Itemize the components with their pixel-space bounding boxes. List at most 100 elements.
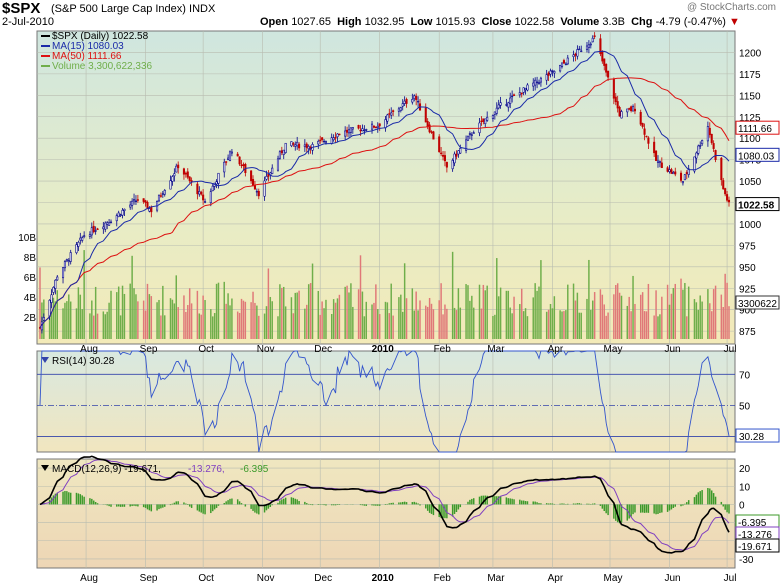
ma15-last-value-box xyxy=(735,147,780,162)
volume-bar xyxy=(306,304,308,339)
volume-bar xyxy=(231,298,233,339)
price-candle xyxy=(599,38,602,55)
volume-bar xyxy=(451,251,454,339)
price-candle xyxy=(42,317,45,321)
price-candle xyxy=(142,198,145,202)
macd-histogram-bar xyxy=(110,504,112,507)
macd-histogram-bar xyxy=(413,501,415,505)
price-candle xyxy=(693,156,696,172)
ma15-line xyxy=(39,50,730,329)
price-candle xyxy=(77,241,80,247)
price-candle xyxy=(81,237,84,241)
price-candle xyxy=(620,111,623,119)
price-candle xyxy=(397,108,400,112)
volume-bar xyxy=(66,301,68,339)
y-tick-label: 875 xyxy=(739,327,756,338)
price-candle xyxy=(196,183,199,195)
macd-histogram-bar xyxy=(415,502,417,505)
volume-bar xyxy=(405,298,408,339)
price-candle xyxy=(537,82,541,84)
price-candle xyxy=(432,131,435,140)
macd-histogram-bar xyxy=(311,504,314,506)
volume-bar xyxy=(378,314,381,339)
volume-bar xyxy=(373,302,375,339)
price-candle xyxy=(225,161,228,163)
price-candle xyxy=(526,84,529,91)
macd-histogram-bar xyxy=(576,503,579,505)
macd-histogram-bar xyxy=(106,504,108,506)
macd-histogram-bar xyxy=(655,504,657,515)
macd-histogram-bar xyxy=(707,488,709,505)
price-panel xyxy=(36,30,736,345)
price-candle xyxy=(683,174,686,181)
macd-histogram-bar xyxy=(455,504,458,512)
volume-bar xyxy=(64,302,66,339)
price-candle xyxy=(119,214,122,216)
price-candle xyxy=(647,137,650,144)
legend-label: $SPX (Daily) 1022.58 xyxy=(52,31,149,42)
price-candle xyxy=(317,140,320,145)
volume-bar xyxy=(332,299,335,339)
ma50-last-value: 1111.66 xyxy=(738,124,772,135)
volume-bar xyxy=(534,283,536,339)
volume-bar xyxy=(720,294,723,339)
macd-histogram-bar xyxy=(586,503,588,505)
macd-histogram-bar xyxy=(198,504,201,512)
volume-bar xyxy=(271,301,273,339)
macd-histogram-bar xyxy=(258,504,260,515)
macd-histogram-bar xyxy=(384,504,387,505)
volume-bar xyxy=(363,316,366,339)
volume-bar xyxy=(146,283,149,339)
price-candle xyxy=(660,162,663,169)
legend-label: MA(15) 1080.03 xyxy=(52,41,124,52)
price-candle xyxy=(455,153,458,157)
volume-bar xyxy=(419,300,421,339)
price-candle xyxy=(357,124,360,129)
volume-bar xyxy=(693,299,696,339)
macd-histogram-bar xyxy=(536,502,538,505)
volume-bar xyxy=(494,314,496,339)
volume-bar xyxy=(486,285,488,339)
price-candle xyxy=(136,199,139,201)
price-candle xyxy=(386,114,389,122)
macd-histogram-bar xyxy=(453,504,456,514)
volume-bar xyxy=(223,281,225,339)
macd-histogram-bar xyxy=(563,503,565,505)
volume-bar xyxy=(661,296,663,339)
volume-bar xyxy=(142,300,145,339)
macd-histogram-bar xyxy=(217,504,220,506)
volume-bar xyxy=(459,307,462,339)
macd-histogram-bar xyxy=(196,504,199,511)
price-candle xyxy=(727,199,731,203)
volume-tick-label: 6B xyxy=(24,273,37,284)
volume-bar xyxy=(108,302,110,339)
volume-bar xyxy=(338,294,341,339)
volume-last-value: 3300622 xyxy=(738,299,777,310)
volume-bar xyxy=(438,300,440,339)
volume-bar xyxy=(104,314,106,339)
price-candle xyxy=(658,161,661,163)
price-candle xyxy=(559,64,562,72)
volume-bar xyxy=(164,315,166,339)
volume-bar xyxy=(131,255,133,339)
price-candle xyxy=(524,87,527,91)
volume-bar xyxy=(392,315,394,339)
volume-bar xyxy=(156,302,158,339)
volume-label: Volume xyxy=(560,16,600,28)
macd-histogram-bar xyxy=(244,504,247,507)
price-candle xyxy=(451,160,454,170)
y-tick-label: 1200 xyxy=(739,48,762,59)
volume-bar xyxy=(634,303,636,339)
volume-bar xyxy=(39,267,41,339)
price-candle xyxy=(603,58,606,66)
volume-bar xyxy=(137,301,139,339)
price-candle xyxy=(351,127,354,130)
macd-histogram-bar xyxy=(492,496,494,505)
macd-last-value: -6.395 xyxy=(738,518,767,529)
volume-bar xyxy=(709,303,711,339)
price-candle xyxy=(321,137,324,140)
macd-histogram-bar xyxy=(363,504,366,506)
macd-histogram-bar xyxy=(728,504,730,514)
volume-bar xyxy=(398,297,400,339)
price-candle xyxy=(148,208,151,212)
